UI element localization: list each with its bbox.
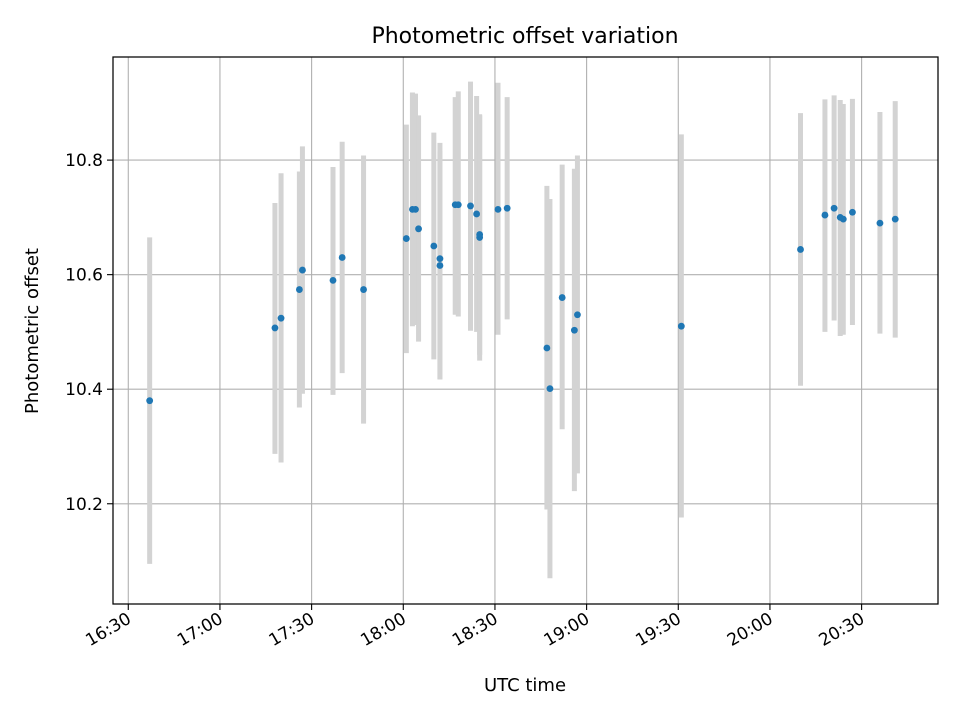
- data-point: [830, 204, 838, 212]
- data-point: [476, 231, 484, 238]
- data-point: [329, 276, 337, 284]
- plot-area-frame: [112, 56, 939, 605]
- data-point: [295, 286, 303, 293]
- grid: [113, 57, 938, 604]
- data-point: [415, 225, 422, 233]
- data-point: [430, 242, 438, 250]
- data-point: [876, 219, 884, 227]
- data-point: [797, 246, 804, 253]
- data-point: [570, 326, 578, 334]
- data-point: [467, 202, 474, 210]
- y-tick-label: 10.8: [65, 151, 103, 171]
- x-axis-label: UTC time: [484, 675, 566, 696]
- data-point: [494, 205, 502, 213]
- data-point: [677, 322, 685, 330]
- data-point: [277, 314, 285, 322]
- data-point: [299, 266, 306, 274]
- data-point: [436, 262, 444, 269]
- data-point: [543, 344, 551, 352]
- data-point: [436, 255, 444, 263]
- data-point: [454, 201, 462, 209]
- y-tick-label: 10.2: [65, 495, 103, 515]
- data-point: [360, 286, 367, 293]
- data-point: [271, 324, 279, 332]
- data-point: [503, 204, 511, 212]
- data-point: [412, 205, 419, 213]
- y-axis-label: Photometric offset: [22, 248, 43, 414]
- data-point: [146, 397, 154, 405]
- data-point: [473, 210, 481, 218]
- data-points: [146, 201, 899, 405]
- chart-title: Photometric offset variation: [371, 24, 678, 49]
- data-point: [839, 215, 847, 223]
- data-point: [546, 385, 554, 393]
- y-tick-label: 10.4: [65, 380, 103, 400]
- data-point: [891, 215, 899, 223]
- y-tick-label: 10.6: [65, 266, 103, 286]
- data-point: [849, 208, 856, 216]
- data-point: [821, 211, 829, 219]
- data-point: [338, 254, 346, 261]
- data-point: [558, 294, 566, 301]
- data-point: [402, 235, 410, 242]
- data-point: [574, 311, 581, 319]
